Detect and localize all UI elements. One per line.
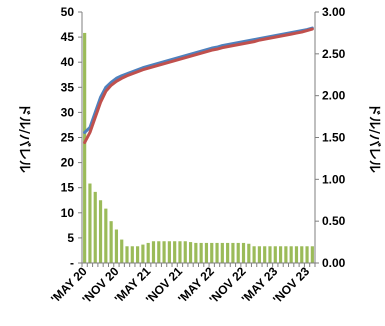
- axes: [78, 11, 319, 267]
- bar: [263, 246, 267, 263]
- bar: [125, 246, 129, 263]
- bar: [98, 200, 103, 263]
- bar: [183, 241, 187, 263]
- bar: [215, 242, 219, 263]
- bar: [310, 246, 314, 263]
- bar: [88, 183, 92, 263]
- bar: [236, 242, 240, 263]
- y-tick-label-right: 1.00: [322, 172, 346, 186]
- bar: [104, 208, 108, 263]
- bar: [114, 229, 119, 263]
- y-tick-label-left: 25: [61, 131, 75, 145]
- y-axis-title-left: ドル/バレル: [16, 103, 31, 173]
- y-axis-title-right: ドル/バレル: [366, 103, 381, 173]
- bar: [241, 242, 246, 263]
- y-tick-label-right: 3.00: [322, 5, 346, 19]
- bar: [294, 246, 299, 263]
- bar: [284, 246, 288, 263]
- bar: [93, 191, 97, 263]
- bar: [162, 241, 166, 263]
- bar: [231, 242, 235, 263]
- bar: [173, 241, 177, 263]
- bar: [141, 244, 145, 263]
- bar: [151, 241, 156, 263]
- bar: [305, 246, 309, 263]
- y-tick-label-left: 30: [61, 105, 75, 119]
- bar: [120, 239, 124, 263]
- y-tick-label-left: 5: [67, 231, 74, 245]
- bar: [136, 246, 140, 263]
- y-tick-label-right: 2.00: [322, 89, 346, 103]
- bar: [204, 242, 209, 263]
- y-tick-label-right: 2.50: [322, 47, 346, 61]
- y-tick-label-right: 1.50: [322, 131, 346, 145]
- bar: [194, 242, 198, 263]
- bar: [199, 242, 203, 263]
- bar: [273, 246, 277, 263]
- bar: [252, 246, 256, 263]
- bar: [83, 32, 87, 263]
- bar: [268, 246, 272, 263]
- bar: [247, 243, 251, 263]
- bar: [210, 242, 214, 263]
- line-series-2: [83, 27, 314, 145]
- y-tick-label-left: 45: [61, 30, 75, 44]
- y-tick-label-right: 0.00: [322, 256, 346, 270]
- y-tick-label-left: -: [70, 256, 74, 270]
- bar: [220, 242, 224, 263]
- y-tick-label-left: 20: [61, 156, 75, 170]
- bar: [289, 246, 293, 263]
- y-tick-label-left: 10: [61, 206, 75, 220]
- bar: [109, 221, 113, 263]
- bar: [226, 242, 230, 263]
- bar: [130, 246, 134, 263]
- y-tick-label-left: 50: [61, 5, 75, 19]
- bar: [188, 242, 193, 263]
- bar: [257, 246, 261, 263]
- y-tick-label-left: 35: [61, 80, 75, 94]
- y-tick-label-left: 15: [61, 181, 75, 195]
- bar: [178, 241, 182, 263]
- bar: [157, 241, 161, 263]
- bar: [278, 246, 283, 263]
- bar: [146, 242, 150, 263]
- line-series-group: [83, 26, 314, 145]
- bar-series: [83, 32, 314, 263]
- y-tick-label-right: 0.50: [322, 214, 346, 228]
- bar: [300, 246, 304, 263]
- y-tick-label-left: 40: [61, 55, 75, 69]
- bar: [167, 241, 171, 263]
